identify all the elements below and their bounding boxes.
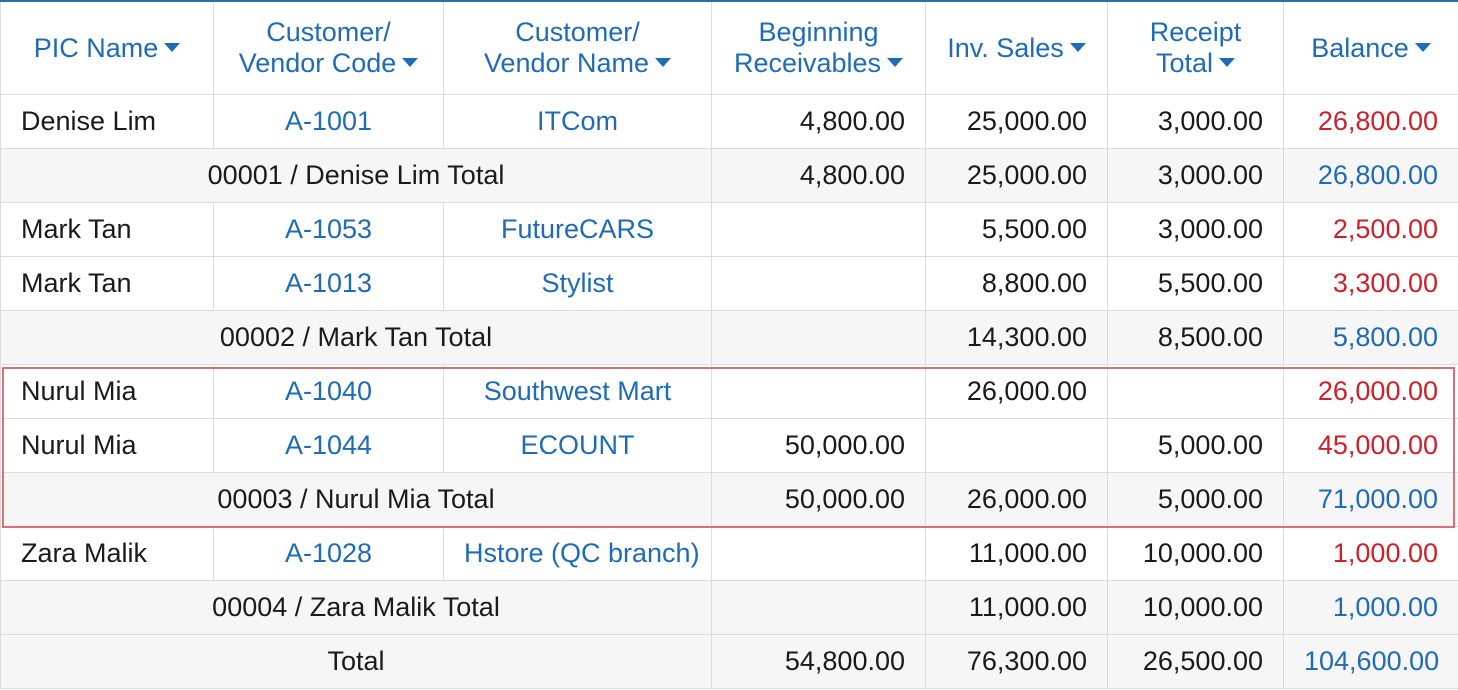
vendor-code-link[interactable]: A-1028: [213, 526, 444, 581]
pic-name-cell: Nurul Mia: [0, 364, 214, 419]
sort-caret-icon[interactable]: [1414, 42, 1431, 52]
balance-cell: 3,300.00: [1283, 256, 1458, 311]
balance-cell: 1,000.00: [1283, 580, 1458, 635]
pic-name-cell: Zara Malik: [0, 526, 214, 581]
subtotal-row: 00004 / Zara Malik Total 11,000.00 10,00…: [0, 580, 1458, 635]
table-row: Denise Lim A-1001 ITCom 4,800.00 25,000.…: [0, 94, 1458, 149]
grand-total-row: Total 54,800.00 76,300.00 26,500.00 104,…: [0, 634, 1458, 689]
receipt-total-cell: 5,500.00: [1107, 256, 1284, 311]
balance-cell: 26,800.00: [1283, 148, 1458, 203]
beginning-receivables-cell: 54,800.00: [711, 634, 926, 689]
balance-cell: 1,000.00: [1283, 526, 1458, 581]
grand-total-label: Total: [0, 634, 712, 689]
inv-sales-cell: 11,000.00: [925, 580, 1108, 635]
balance-cell: 45,000.00: [1283, 418, 1458, 473]
vendor-name-link[interactable]: ITCom: [443, 94, 712, 149]
inv-sales-cell: 26,000.00: [925, 364, 1108, 419]
pic-name-cell: Mark Tan: [0, 202, 214, 257]
vendor-code-link[interactable]: A-1044: [213, 418, 444, 473]
inv-sales-cell: 11,000.00: [925, 526, 1108, 581]
inv-sales-cell: 25,000.00: [925, 94, 1108, 149]
balance-cell: 26,000.00: [1283, 364, 1458, 419]
beginning-receivables-cell: [711, 364, 926, 419]
inv-sales-cell: 8,800.00: [925, 256, 1108, 311]
vendor-code-link[interactable]: A-1053: [213, 202, 444, 257]
receipt-total-cell: 8,500.00: [1107, 310, 1284, 365]
col-header-vendor-name[interactable]: Customer/Vendor Name: [443, 2, 712, 95]
vendor-code-link[interactable]: A-1040: [213, 364, 444, 419]
subtotal-row: 00002 / Mark Tan Total 14,300.00 8,500.0…: [0, 310, 1458, 365]
header-row: PIC Name Customer/Vendor Code Customer/V…: [0, 2, 1458, 95]
subtotal-label: 00004 / Zara Malik Total: [0, 580, 712, 635]
beginning-receivables-cell: [711, 526, 926, 581]
vendor-name-link[interactable]: Hstore (QC branch): [443, 526, 712, 581]
table-row: Mark Tan A-1053 FutureCARS 5,500.00 3,00…: [0, 202, 1458, 257]
subtotal-label: 00003 / Nurul Mia Total: [0, 472, 712, 527]
receipt-total-cell: 3,000.00: [1107, 148, 1284, 203]
balance-cell: 5,800.00: [1283, 310, 1458, 365]
table-row: Nurul Mia A-1044 ECOUNT 50,000.00 5,000.…: [0, 418, 1458, 473]
col-header-balance[interactable]: Balance: [1283, 2, 1458, 95]
sort-caret-icon[interactable]: [655, 58, 672, 68]
subtotal-label: 00002 / Mark Tan Total: [0, 310, 712, 365]
inv-sales-cell: 25,000.00: [925, 148, 1108, 203]
inv-sales-cell: [925, 418, 1108, 473]
pic-name-cell: Nurul Mia: [0, 418, 214, 473]
beginning-receivables-cell: 50,000.00: [711, 418, 926, 473]
receipt-total-cell: 5,000.00: [1107, 472, 1284, 527]
vendor-name-link[interactable]: Stylist: [443, 256, 712, 311]
beginning-receivables-cell: 4,800.00: [711, 94, 926, 149]
beginning-receivables-cell: 50,000.00: [711, 472, 926, 527]
vendor-name-link[interactable]: Southwest Mart: [443, 364, 712, 419]
vendor-code-link[interactable]: A-1001: [213, 94, 444, 149]
receipt-total-cell: 10,000.00: [1107, 580, 1284, 635]
inv-sales-cell: 14,300.00: [925, 310, 1108, 365]
inv-sales-cell: 26,000.00: [925, 472, 1108, 527]
pic-name-cell: Mark Tan: [0, 256, 214, 311]
receipt-total-cell: 10,000.00: [1107, 526, 1284, 581]
vendor-code-link[interactable]: A-1013: [213, 256, 444, 311]
receipt-total-cell: 3,000.00: [1107, 202, 1284, 257]
balance-cell: 104,600.00: [1283, 634, 1458, 689]
subtotal-row: 00003 / Nurul Mia Total 50,000.00 26,000…: [0, 472, 1458, 527]
balance-cell: 26,800.00: [1283, 94, 1458, 149]
table-row: Nurul Mia A-1040 Southwest Mart 26,000.0…: [0, 364, 1458, 419]
sort-caret-icon[interactable]: [164, 42, 181, 52]
table-row: Mark Tan A-1013 Stylist 8,800.00 5,500.0…: [0, 256, 1458, 311]
col-header-beginning-receivables[interactable]: Beginning Receivables: [711, 2, 926, 95]
subtotal-row: 00001 / Denise Lim Total 4,800.00 25,000…: [0, 148, 1458, 203]
col-header-receipt-total[interactable]: Receipt Total: [1107, 2, 1284, 95]
receipt-total-cell: 26,500.00: [1107, 634, 1284, 689]
col-header-inv-sales[interactable]: Inv. Sales: [925, 2, 1108, 95]
sort-caret-icon[interactable]: [402, 58, 419, 68]
vendor-name-link[interactable]: FutureCARS: [443, 202, 712, 257]
balance-cell: 71,000.00: [1283, 472, 1458, 527]
beginning-receivables-cell: 4,800.00: [711, 148, 926, 203]
sort-caret-icon[interactable]: [1219, 58, 1236, 68]
balance-cell: 2,500.00: [1283, 202, 1458, 257]
inv-sales-cell: 5,500.00: [925, 202, 1108, 257]
beginning-receivables-cell: [711, 256, 926, 311]
receipt-total-cell: 3,000.00: [1107, 94, 1284, 149]
vendor-name-link[interactable]: ECOUNT: [443, 418, 712, 473]
subtotal-label: 00001 / Denise Lim Total: [0, 148, 712, 203]
receipt-total-cell: [1107, 364, 1284, 419]
beginning-receivables-cell: [711, 202, 926, 257]
col-header-vendor-code[interactable]: Customer/Vendor Code: [213, 2, 444, 95]
inv-sales-cell: 76,300.00: [925, 634, 1108, 689]
col-header-pic-name[interactable]: PIC Name: [0, 2, 214, 95]
beginning-receivables-cell: [711, 580, 926, 635]
table-row: Zara Malik A-1028 Hstore (QC branch) 11,…: [0, 526, 1458, 581]
sort-caret-icon[interactable]: [1069, 42, 1086, 52]
beginning-receivables-cell: [711, 310, 926, 365]
pic-name-cell: Denise Lim: [0, 94, 214, 149]
receipt-total-cell: 5,000.00: [1107, 418, 1284, 473]
sort-caret-icon[interactable]: [887, 58, 904, 68]
